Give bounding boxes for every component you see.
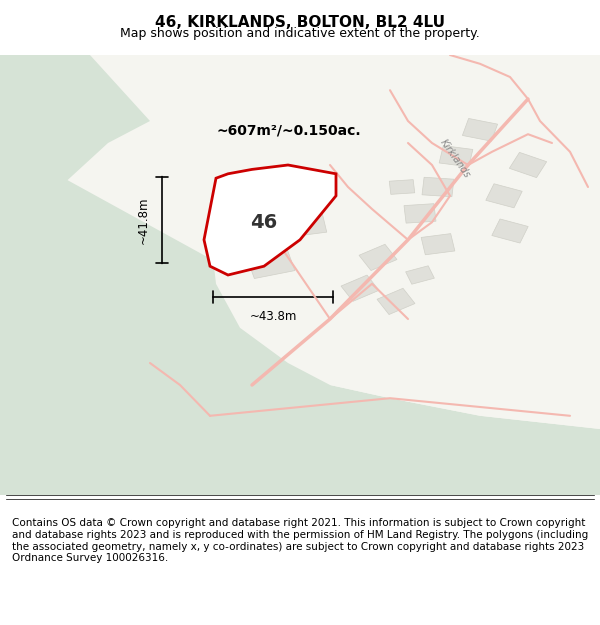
Polygon shape: [204, 165, 336, 275]
Polygon shape: [90, 55, 600, 429]
Polygon shape: [0, 55, 600, 495]
Text: ~41.8m: ~41.8m: [137, 196, 150, 244]
Text: Kirklands: Kirklands: [438, 138, 472, 180]
Polygon shape: [463, 119, 497, 141]
Polygon shape: [422, 177, 454, 197]
Text: 46: 46: [250, 213, 278, 232]
Polygon shape: [359, 244, 397, 271]
Polygon shape: [439, 146, 473, 167]
Polygon shape: [389, 179, 415, 194]
Polygon shape: [406, 266, 434, 284]
Polygon shape: [492, 219, 528, 243]
Polygon shape: [273, 206, 327, 238]
Polygon shape: [509, 152, 547, 178]
Text: Contains OS data © Crown copyright and database right 2021. This information is : Contains OS data © Crown copyright and d…: [12, 518, 588, 563]
Text: Map shows position and indicative extent of the property.: Map shows position and indicative extent…: [120, 27, 480, 39]
Text: 46, KIRKLANDS, BOLTON, BL2 4LU: 46, KIRKLANDS, BOLTON, BL2 4LU: [155, 16, 445, 31]
Polygon shape: [245, 245, 295, 279]
Polygon shape: [0, 143, 330, 495]
Polygon shape: [486, 184, 522, 208]
Text: ~607m²/~0.150ac.: ~607m²/~0.150ac.: [216, 123, 361, 138]
Polygon shape: [421, 234, 455, 255]
Polygon shape: [0, 55, 150, 495]
Polygon shape: [377, 288, 415, 314]
Polygon shape: [404, 204, 436, 223]
Polygon shape: [0, 385, 600, 495]
Polygon shape: [341, 275, 379, 301]
Text: ~43.8m: ~43.8m: [250, 310, 296, 323]
